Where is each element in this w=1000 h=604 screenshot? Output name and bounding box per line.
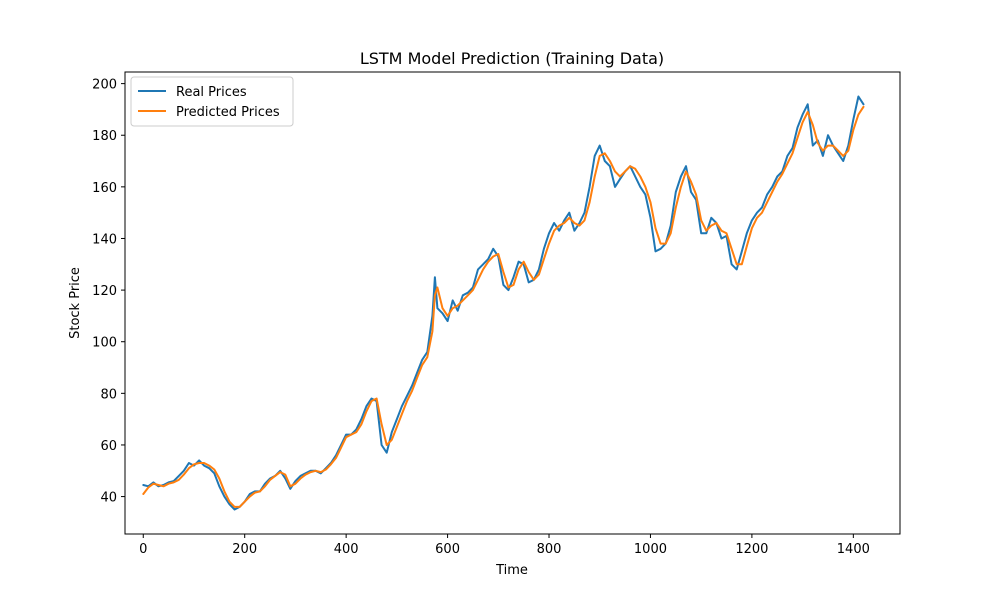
y-tick-label: 40	[100, 491, 117, 506]
chart-title: LSTM Model Prediction (Training Data)	[360, 49, 664, 68]
y-tick-label: 60	[100, 439, 117, 454]
plot-frame	[124, 71, 901, 535]
x-tick-label: 0	[139, 542, 147, 557]
series-lines	[142, 95, 865, 511]
legend-label-real: Real Prices	[176, 85, 247, 100]
y-tick-label: 100	[92, 336, 117, 351]
x-tick-label: 600	[435, 542, 460, 557]
x-tick-label: 200	[232, 542, 257, 557]
axis-ticks: 0 200 400 600 800 1000 1200 1400 40 60 80 100 120 140…	[92, 78, 870, 557]
y-tick-label: 140	[92, 232, 117, 247]
x-axis-label: Time	[495, 563, 528, 578]
x-tick-label: 1400	[837, 542, 870, 557]
x-tick-label: 1200	[735, 542, 768, 557]
legend-box	[130, 76, 294, 127]
legend-label-predicted: Predicted Prices	[176, 105, 280, 120]
y-axis-label: Stock Price	[68, 267, 83, 339]
x-tick-label: 400	[334, 542, 359, 557]
y-tick-label: 200	[92, 78, 117, 93]
series-line-predicted-prices	[142, 105, 865, 508]
x-tick-label: 800	[537, 542, 562, 557]
x-tick-label: 1000	[634, 542, 667, 557]
series-line-real-prices	[142, 95, 865, 511]
y-tick-label: 120	[92, 284, 117, 299]
y-tick-label: 160	[92, 181, 117, 196]
y-tick-label: 180	[92, 129, 117, 144]
y-tick-label: 80	[100, 387, 117, 402]
legend: Real Prices Predicted Prices	[130, 76, 294, 127]
